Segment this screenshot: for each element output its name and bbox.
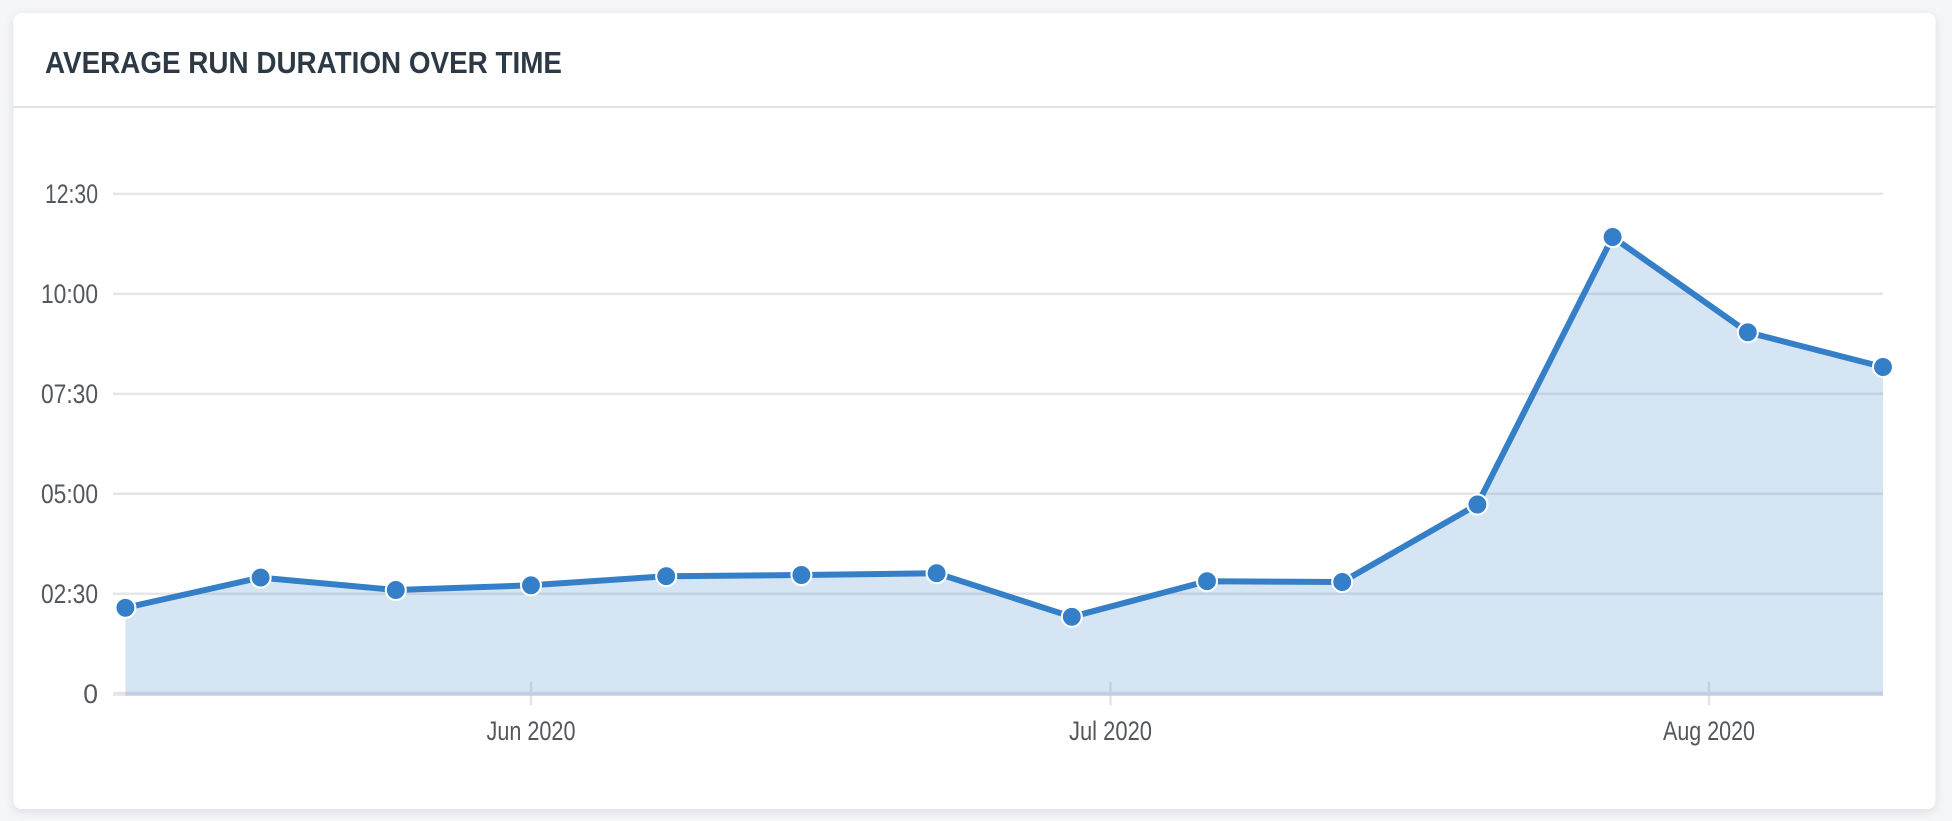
svg-text:0: 0 — [83, 679, 98, 709]
svg-text:12:30: 12:30 — [45, 179, 98, 209]
svg-text:07:30: 07:30 — [41, 379, 98, 409]
svg-text:Jul 2020: Jul 2020 — [1069, 716, 1152, 746]
svg-text:05:00: 05:00 — [41, 479, 98, 509]
svg-text:AVERAGE RUN DURATION OVER TIME: AVERAGE RUN DURATION OVER TIME — [45, 45, 562, 80]
svg-text:02:30: 02:30 — [41, 579, 98, 609]
svg-text:Jun 2020: Jun 2020 — [487, 716, 576, 746]
svg-text:Aug 2020: Aug 2020 — [1663, 716, 1755, 746]
svg-text:10:00: 10:00 — [41, 279, 98, 309]
